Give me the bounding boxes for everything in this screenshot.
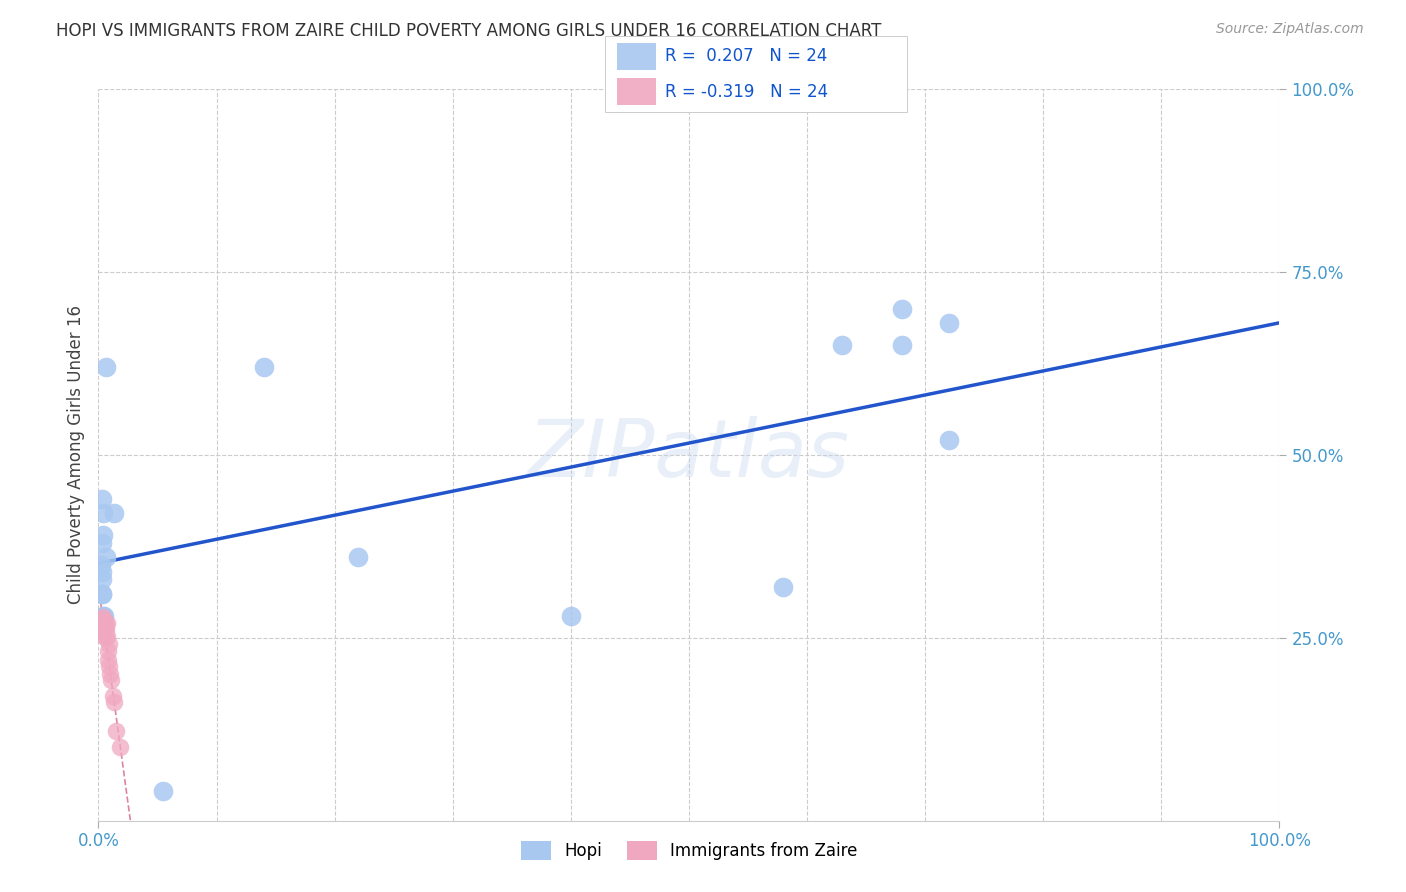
Point (94, 617, 117, 632)
FancyBboxPatch shape (617, 78, 657, 105)
Point (91, 587, 114, 601)
Point (108, 740, 131, 755)
Point (91, 572, 114, 586)
Point (96, 616, 118, 631)
Point (105, 724, 128, 739)
Point (93, 629, 115, 643)
Y-axis label: Child Poverty Among Girls Under 16: Child Poverty Among Girls Under 16 (66, 305, 84, 605)
Point (103, 695, 125, 709)
Point (347, 550, 370, 565)
Point (93, 608, 115, 623)
Point (98, 637, 121, 651)
Point (93, 622, 115, 636)
Point (97, 644, 120, 658)
Point (91, 617, 114, 632)
Text: ZIPatlas: ZIPatlas (527, 416, 851, 494)
Point (253, 360, 276, 375)
Point (93, 615, 115, 629)
Text: HOPI VS IMMIGRANTS FROM ZAIRE CHILD POVERTY AMONG GIRLS UNDER 16 CORRELATION CHA: HOPI VS IMMIGRANTS FROM ZAIRE CHILD POVE… (56, 22, 882, 40)
Point (831, 338, 853, 352)
Point (772, 580, 794, 594)
Point (91, 535, 114, 549)
Point (101, 690, 124, 704)
Point (91, 608, 114, 623)
Point (94, 631, 117, 645)
Point (91, 565, 114, 579)
Point (103, 507, 125, 521)
Point (560, 608, 582, 623)
Point (91, 507, 114, 521)
Point (97, 653, 120, 667)
Point (94, 360, 117, 375)
Point (91, 624, 114, 638)
Point (890, 301, 912, 316)
Point (90, 558, 112, 572)
Point (938, 434, 960, 448)
Point (91, 528, 114, 542)
Legend: Hopi, Immigrants from Zaire: Hopi, Immigrants from Zaire (513, 835, 865, 867)
Point (100, 673, 122, 688)
Text: R = -0.319   N = 24: R = -0.319 N = 24 (665, 83, 828, 101)
Point (90, 620, 112, 634)
FancyBboxPatch shape (605, 36, 907, 112)
Point (91, 587, 114, 601)
Point (91, 613, 114, 627)
Text: R =  0.207   N = 24: R = 0.207 N = 24 (665, 47, 827, 65)
Point (938, 316, 960, 330)
Point (91, 491, 114, 506)
Point (96, 629, 118, 643)
FancyBboxPatch shape (617, 43, 657, 70)
Point (94, 550, 117, 565)
Point (91, 616, 114, 631)
Point (152, 784, 174, 798)
Text: Source: ZipAtlas.com: Source: ZipAtlas.com (1216, 22, 1364, 37)
Point (98, 667, 121, 681)
Point (94, 624, 117, 638)
Point (91, 610, 114, 624)
Point (98, 658, 121, 673)
Point (890, 338, 912, 352)
